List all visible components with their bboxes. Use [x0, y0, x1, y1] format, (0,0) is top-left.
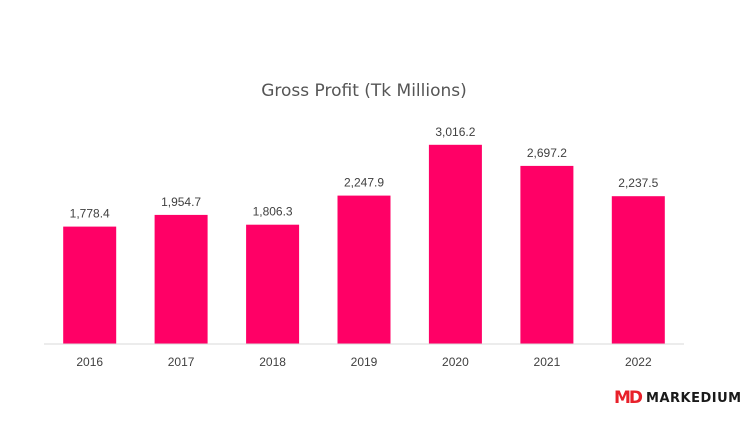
- bar-2020: [428, 144, 482, 344]
- x-tick-2019: 2019: [351, 355, 378, 369]
- bar-2021: [520, 165, 574, 344]
- bar-2019: [337, 195, 391, 344]
- data-label-2021: 2,697.2: [527, 146, 567, 160]
- data-label-2016: 1,778.4: [70, 207, 110, 221]
- bar-2022: [611, 196, 665, 344]
- bar-2016: [63, 226, 117, 344]
- bar-2017: [154, 214, 208, 344]
- x-tick-2016: 2016: [76, 355, 103, 369]
- bar-2018: [246, 224, 300, 344]
- data-label-2022: 2,237.5: [618, 176, 658, 190]
- brand-logo: MD MARKEDIUM: [614, 388, 742, 408]
- bar-group: 1,778.4 2016 1,954.7 2017 1,806.3 2018 2,247.9…: [63, 125, 665, 369]
- data-label-2018: 1,806.3: [253, 205, 293, 219]
- data-label-2017: 1,954.7: [161, 195, 201, 209]
- x-tick-2018: 2018: [259, 355, 286, 369]
- data-label-2020: 3,016.2: [435, 125, 475, 139]
- x-tick-2017: 2017: [168, 355, 195, 369]
- brand-name: MARKEDIUM: [646, 390, 742, 406]
- x-tick-2021: 2021: [534, 355, 561, 369]
- data-label-2019: 2,247.9: [344, 176, 384, 190]
- chart-title: Gross Profit (Tk Millions): [261, 81, 467, 101]
- x-tick-2020: 2020: [442, 355, 469, 369]
- brand-mark-icon: MD: [614, 388, 643, 408]
- x-tick-2022: 2022: [625, 355, 652, 369]
